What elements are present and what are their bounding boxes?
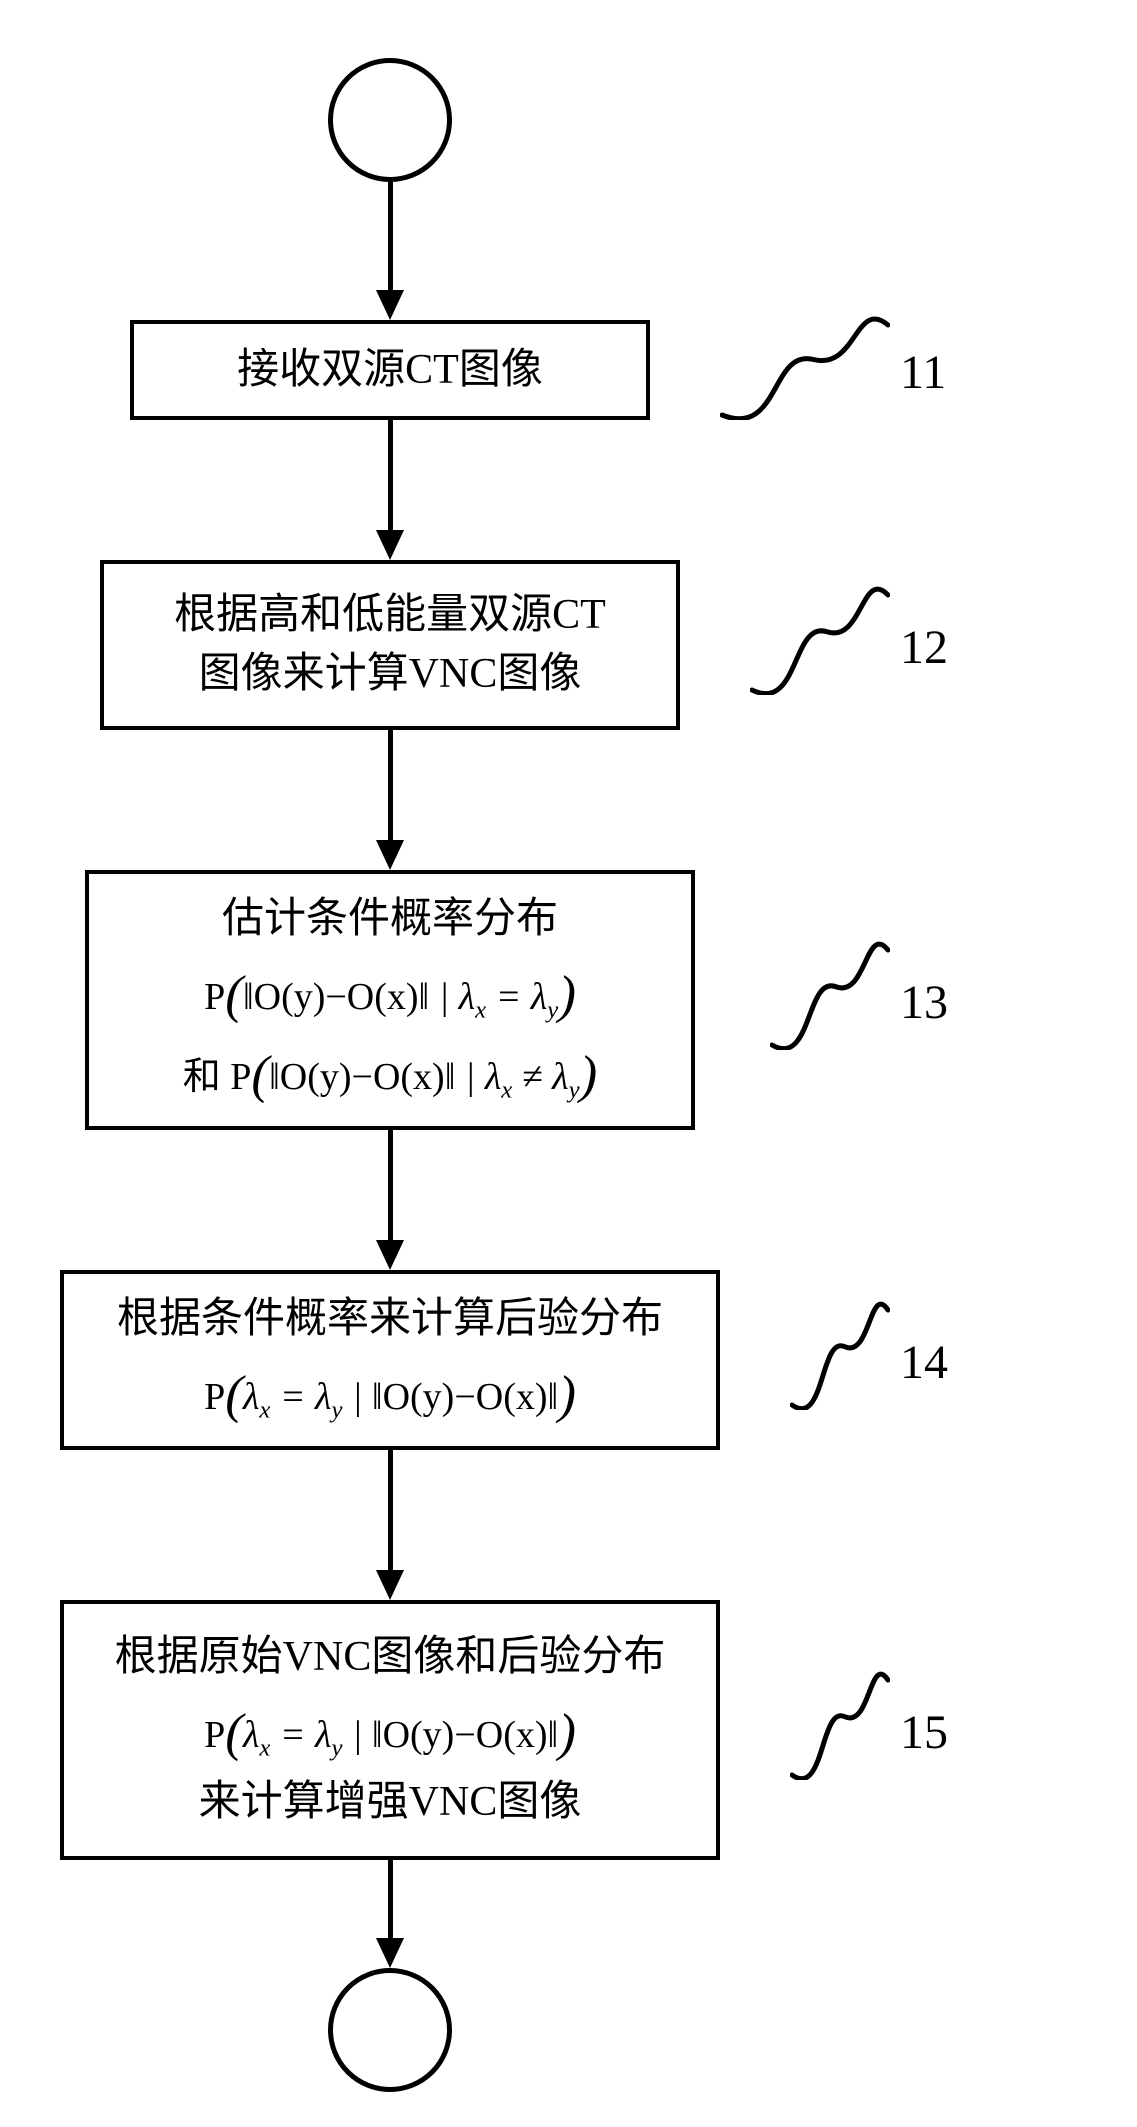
flow-box: 根据原始VNC图像和后验分布 P(λx = λy | ‖O(y)−O(x)‖) 来计…	[60, 1600, 720, 1860]
connector-curve	[720, 310, 890, 420]
connector-curve	[750, 580, 890, 695]
box-line: 估计条件概率分布	[222, 890, 558, 949]
connector-curve	[790, 1665, 890, 1780]
step-label: 11	[900, 345, 946, 400]
box-line: 接收双源CT图像	[237, 341, 543, 400]
flow-box: 根据条件概率来计算后验分布 P(λx = λy | ‖O(y)−O(x)‖)	[60, 1270, 720, 1450]
step-label: 12	[900, 620, 948, 675]
step-label: 14	[900, 1335, 948, 1390]
formula: P(‖O(y)−O(x)‖ | λx = λy)	[204, 955, 576, 1029]
box-line: 来计算增强VNC图像	[199, 1773, 582, 1832]
box-line: 根据原始VNC图像和后验分布	[115, 1628, 666, 1687]
formula: 和 P(‖O(y)−O(x)‖ | λx ≠ λy)	[183, 1035, 598, 1109]
step-label: 13	[900, 975, 948, 1030]
box-line: 图像来计算VNC图像	[199, 645, 582, 704]
formula: P(λx = λy | ‖O(y)−O(x)‖)	[204, 1693, 576, 1767]
connector-curve	[790, 1295, 890, 1410]
flow-box: 估计条件概率分布 P(‖O(y)−O(x)‖ | λx = λy)和 P(‖O(y…	[85, 870, 695, 1130]
step-label: 15	[900, 1705, 948, 1760]
flow-box: 接收双源CT图像	[130, 320, 650, 420]
connector-curve	[770, 935, 890, 1050]
box-line: 根据高和低能量双源CT	[174, 586, 606, 645]
flow-box: 根据高和低能量双源CT图像来计算VNC图像	[100, 560, 680, 730]
formula: P(λx = λy | ‖O(y)−O(x)‖)	[204, 1355, 576, 1429]
box-line: 根据条件概率来计算后验分布	[117, 1290, 663, 1349]
